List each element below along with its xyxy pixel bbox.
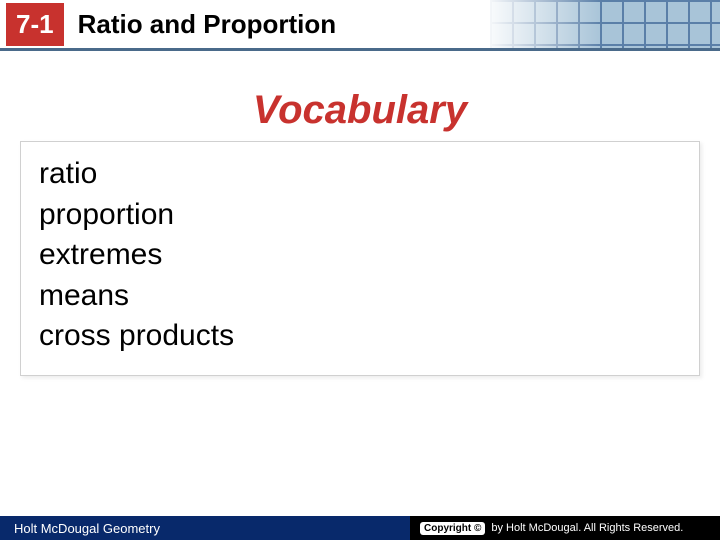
slide-footer: Holt McDougal Geometry Copyright © by Ho… xyxy=(0,516,720,540)
section-title: Ratio and Proportion xyxy=(78,9,337,40)
vocabulary-heading: Vocabulary xyxy=(20,88,700,133)
vocabulary-box: ratio proportion extremes means cross pr… xyxy=(20,141,700,376)
header-divider xyxy=(0,48,720,51)
slide-header: 7-1 Ratio and Proportion xyxy=(0,0,720,48)
copyright-text: by Holt McDougal. All Rights Reserved. xyxy=(491,522,683,534)
header-grid-fade xyxy=(482,0,602,48)
vocab-item: means xyxy=(39,276,681,317)
vocab-item: ratio xyxy=(39,154,681,195)
copyright-badge: Copyright © xyxy=(420,522,485,535)
section-number-badge: 7-1 xyxy=(6,3,64,46)
vocab-item: extremes xyxy=(39,235,681,276)
footer-book-title: Holt McDougal Geometry xyxy=(0,516,410,540)
vocab-item: proportion xyxy=(39,195,681,236)
footer-copyright: Copyright © by Holt McDougal. All Rights… xyxy=(410,516,720,540)
slide-content: Vocabulary ratio proportion extremes mea… xyxy=(0,48,720,376)
vocab-item: cross products xyxy=(39,316,681,357)
